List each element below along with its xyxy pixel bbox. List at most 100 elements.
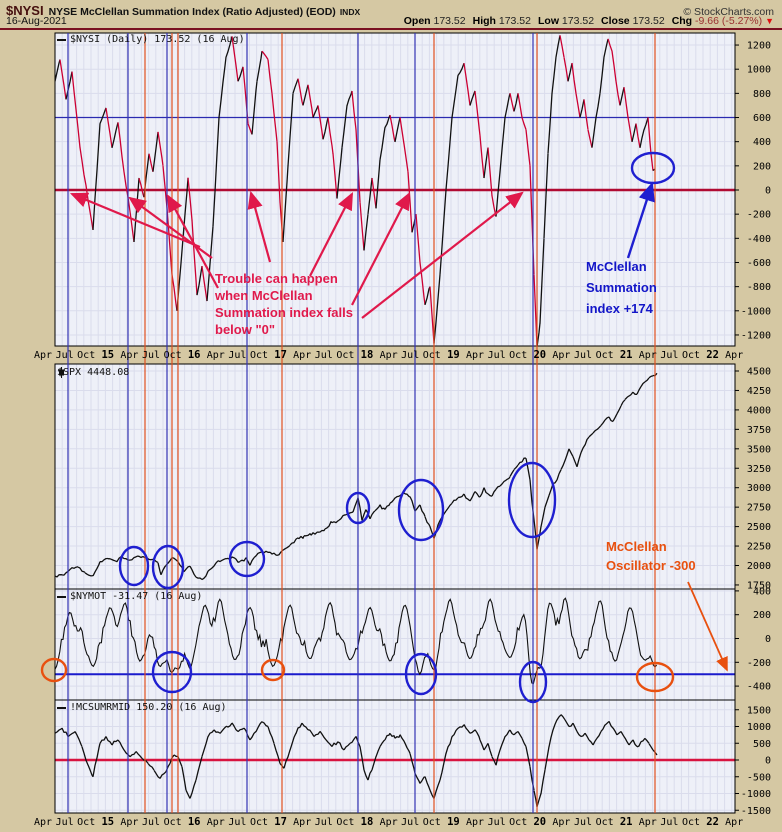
y-tick-label: 400 — [753, 137, 771, 148]
x-tick-label: Oct — [336, 817, 354, 828]
nysi-legend-label: $NYSI (Daily) 173.52 (16 Aug) — [70, 34, 245, 45]
summation-line-1: McClellan — [586, 259, 647, 274]
x-tick-label: Oct — [423, 817, 441, 828]
x-tick-label: Oct — [509, 817, 527, 828]
annotation-arrow — [351, 192, 411, 306]
summation-line-3: index +174 — [586, 301, 653, 316]
y-tick-label: -200 — [747, 658, 771, 669]
annotation-arrow — [247, 190, 272, 263]
y-tick-label: 2750 — [747, 503, 771, 514]
spx-legend: $SPX 4448.08 — [57, 367, 129, 378]
y-tick-label: 800 — [753, 89, 771, 100]
chart-title: NYSE McClellan Summation Index (Ratio Ad… — [48, 6, 336, 18]
line-marker-icon — [57, 706, 66, 709]
line-marker-icon — [57, 38, 66, 41]
mcsumrmid-legend: !MCSUMRMID 150.20 (16 Aug) — [57, 702, 227, 713]
x-tick-label: Apr — [466, 817, 484, 828]
x-tick-label: 19 — [447, 816, 460, 828]
y-tick-label: 0 — [765, 756, 771, 767]
highlight-ellipse — [404, 652, 438, 696]
nymot-series — [55, 597, 658, 685]
nysi-series — [55, 35, 656, 346]
close-value: 173.52 — [632, 15, 665, 27]
summation-annotation: McClellan Summation index +174 — [586, 256, 657, 319]
x-tick-label: Apr — [725, 350, 743, 361]
x-tick-label: Apr — [34, 817, 52, 828]
x-axis-strip: Apr Jul Oct 15 Apr Jul Oct 16 Apr Jul Oct 17 Apr Jul O… — [34, 816, 743, 828]
nymot-legend: $NYMOT -31.47 (16 Aug) — [57, 591, 202, 602]
y-tick-label: 3250 — [747, 464, 771, 475]
chart-header: $NYSI NYSE McClellan Summation Index (Rat… — [0, 0, 782, 28]
x-tick-label: Apr — [639, 350, 657, 361]
y-tick-label: 1000 — [747, 65, 771, 76]
x-axis-strip: Apr Jul Oct 15 Apr Jul Oct 16 Apr Jul Oct 17 Apr Jul O… — [34, 349, 743, 361]
low-label: Low — [538, 15, 559, 27]
x-tick-label: 17 — [274, 349, 287, 361]
x-tick-label: Oct — [336, 350, 354, 361]
x-tick-label: 17 — [274, 816, 287, 828]
annotation-arrow — [166, 194, 219, 289]
annotation-arrow — [309, 192, 354, 277]
y-tick-label: -800 — [747, 282, 771, 293]
x-tick-label: 20 — [533, 816, 546, 828]
x-tick-label: Oct — [596, 817, 614, 828]
x-tick-label: Jul — [488, 817, 506, 828]
open-value: 173.52 — [433, 15, 466, 27]
annotation-arrow — [626, 181, 655, 259]
y-tick-label: 200 — [753, 161, 771, 172]
panel-spx: 4500 4250 4000 3750 3500 3250 3000 2750 2500 2250… — [54, 363, 771, 591]
low-value: 173.52 — [561, 15, 595, 27]
x-tick-label: 15 — [101, 816, 114, 828]
x-tick-label: Jul — [142, 817, 160, 828]
x-tick-label: 15 — [101, 349, 114, 361]
x-tick-label: Jul — [574, 350, 592, 361]
y-tick-label: 500 — [753, 739, 771, 750]
x-tick-label: Jul — [315, 350, 333, 361]
x-tick-label: Apr — [552, 817, 570, 828]
x-tick-label: Jul — [142, 350, 160, 361]
y-tick-label: 4250 — [747, 386, 771, 397]
trouble-line-3: Summation index falls — [215, 305, 353, 320]
nysi-legend: $NYSI (Daily) 173.52 (16 Aug) — [57, 34, 245, 45]
x-tick-label: Oct — [509, 350, 527, 361]
line-marker-icon — [57, 595, 66, 598]
x-tick-label: 22 — [706, 816, 719, 828]
y-tick-label: -1500 — [741, 806, 771, 817]
highlight-ellipse — [518, 660, 548, 704]
x-tick-label: 16 — [188, 349, 201, 361]
nymot-legend-label: $NYMOT -31.47 (16 Aug) — [70, 591, 203, 602]
trouble-line-4: below "0" — [215, 322, 276, 337]
x-tick-label: Apr — [34, 350, 52, 361]
trouble-line-1: Trouble can happen — [215, 271, 338, 286]
summation-line-2: Summation — [586, 280, 657, 295]
y-tick-label: -1200 — [741, 330, 771, 341]
panel-nymot: 400 200 0 -200 -400 — [54, 586, 771, 701]
y-tick-label: 2000 — [747, 561, 771, 572]
chg-label: Chg — [671, 15, 693, 27]
oscillator-annotation: McClellan Oscillator -300 — [606, 537, 696, 575]
trouble-annotation: Trouble can happen when McClellan Summat… — [215, 270, 353, 338]
x-tick-label: Jul — [315, 817, 333, 828]
x-tick-label: Oct — [423, 350, 441, 361]
x-tick-label: 22 — [706, 349, 719, 361]
y-tick-label: -1000 — [741, 789, 771, 800]
copyright-link[interactable]: © StockCharts.com — [683, 6, 774, 18]
x-tick-label: Oct — [164, 350, 182, 361]
x-tick-label: 20 — [533, 349, 546, 361]
header-divider — [0, 28, 782, 30]
highlight-ellipse — [260, 658, 286, 682]
highlight-ellipse — [507, 461, 557, 539]
annotation-arrow — [128, 196, 213, 259]
close-label: Close — [601, 15, 630, 27]
x-tick-label: Jul — [56, 817, 74, 828]
trouble-line-2: when McClellan — [215, 288, 313, 303]
x-tick-label: Jul — [401, 817, 419, 828]
chart-symbol: $NYSI — [6, 3, 44, 18]
panel-mcsumrmid: 1500 1000 500 0 -500 -1000 -1500 — [54, 699, 771, 817]
x-tick-label: Jul — [660, 350, 678, 361]
y-tick-label: 3000 — [747, 483, 771, 494]
x-tick-label: Apr — [552, 350, 570, 361]
x-tick-label: Oct — [164, 817, 182, 828]
